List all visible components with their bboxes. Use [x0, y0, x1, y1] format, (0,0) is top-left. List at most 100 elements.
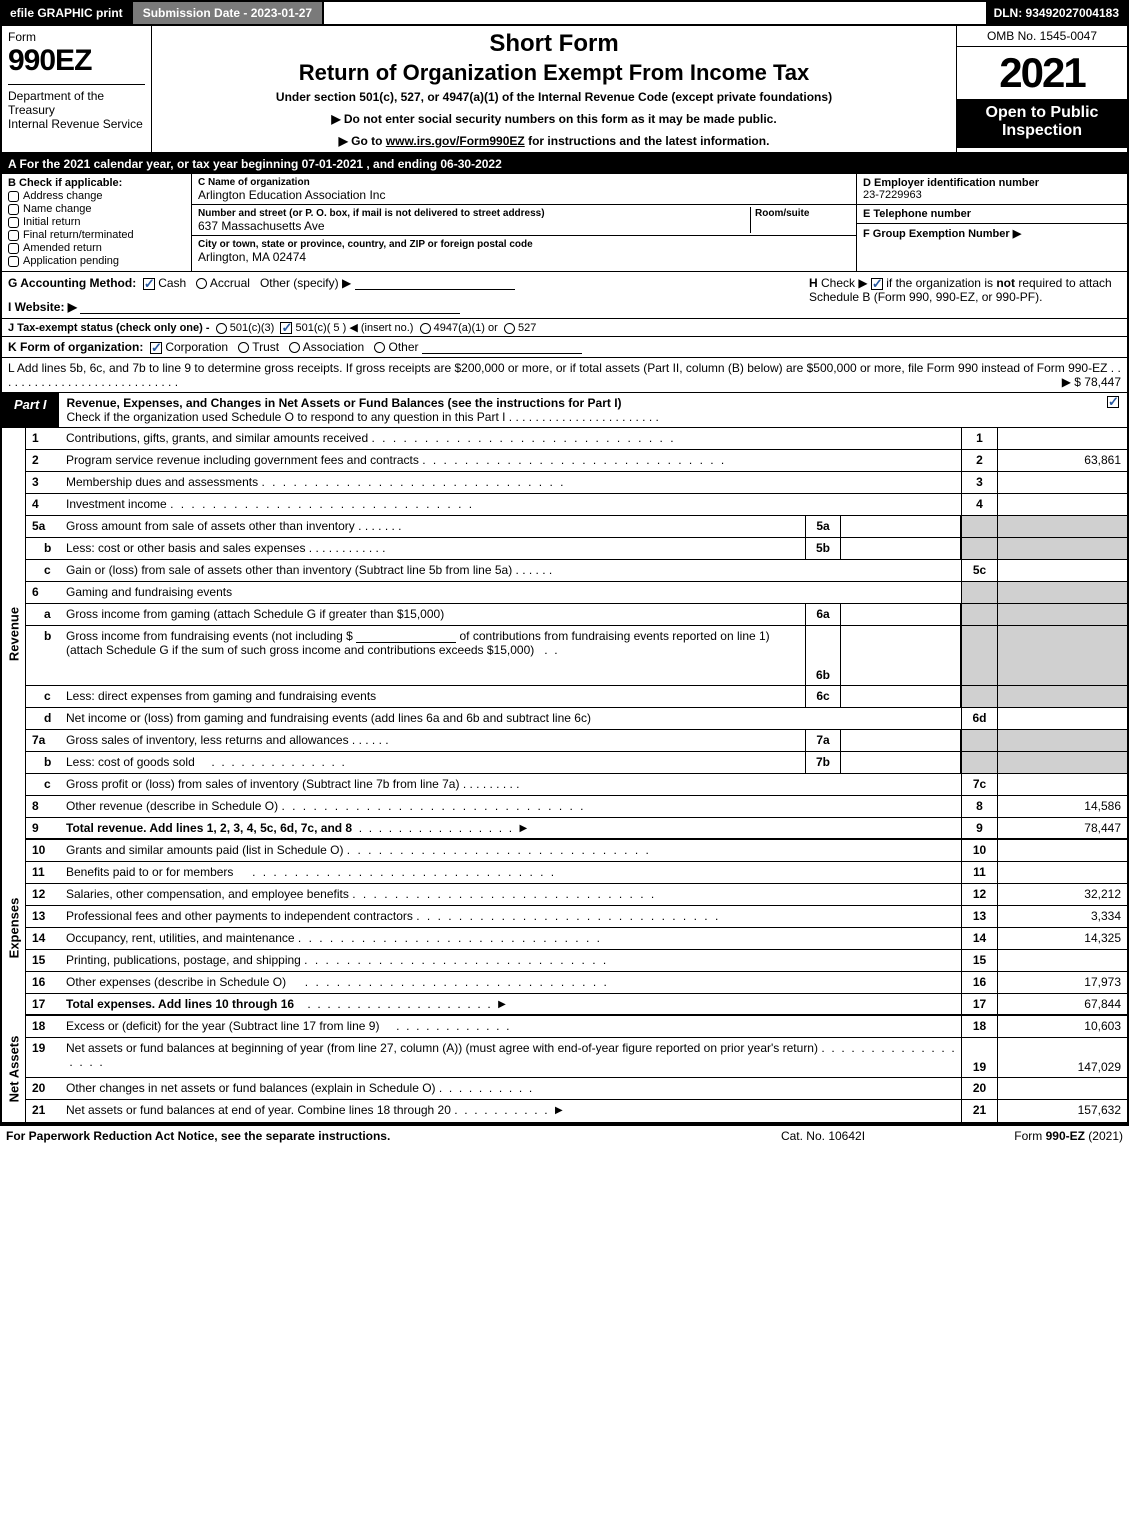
line-5a-num: 5a: [26, 516, 66, 537]
line-19-rn: 19: [961, 1038, 997, 1077]
line-12-val: 32,212: [997, 884, 1127, 905]
line-7c-rn: 7c: [961, 774, 997, 795]
chk-amended-return[interactable]: Amended return: [8, 242, 185, 254]
efile-print-label[interactable]: efile GRAPHIC print: [2, 2, 131, 24]
box-c-street-row: Number and street (or P. O. box, if mail…: [192, 205, 856, 236]
department-label: Department of the Treasury Internal Reve…: [8, 84, 145, 131]
radio-527[interactable]: [504, 323, 515, 334]
checkbox-schedule-o[interactable]: [1107, 396, 1119, 408]
checkbox-corp[interactable]: [150, 342, 162, 354]
chk-application-pending[interactable]: Application pending: [8, 255, 185, 267]
line-12-rn: 12: [961, 884, 997, 905]
part-1-text: Revenue, Expenses, and Changes in Net As…: [59, 393, 1127, 427]
line-7a-rn: [961, 730, 997, 751]
org-street: 637 Massachusetts Ave: [198, 219, 325, 233]
line-20: 20 Other changes in net assets or fund b…: [26, 1078, 1127, 1100]
line-5b-mval: [841, 538, 961, 559]
line-6-rv: [997, 582, 1127, 603]
form-number: 990EZ: [8, 44, 145, 78]
short-form-title: Short Form: [158, 30, 950, 58]
line-7b-num: b: [26, 752, 66, 773]
side-label-expenses: Expenses: [2, 840, 26, 1016]
arrow-right-icon: [494, 997, 506, 1011]
checkbox-icon: [8, 256, 19, 267]
line-1-desc: Contributions, gifts, grants, and simila…: [66, 428, 961, 449]
line-11-rn: 11: [961, 862, 997, 883]
chk-label-pending: Application pending: [23, 255, 119, 267]
line-6b-mini: 6b: [805, 626, 841, 685]
opt-assoc: Association: [303, 340, 364, 354]
irs-link[interactable]: www.irs.gov/Form990EZ: [386, 134, 525, 148]
radio-501c3[interactable]: [216, 323, 227, 334]
line-6c: c Less: direct expenses from gaming and …: [26, 686, 1127, 708]
side-label-revenue: Revenue: [2, 428, 26, 840]
line-6a-num: a: [26, 604, 66, 625]
line-19-val: 147,029: [997, 1038, 1127, 1077]
open-to-public-label: Open to Public Inspection: [957, 100, 1127, 148]
website-blank[interactable]: [80, 300, 460, 314]
line-6d: d Net income or (loss) from gaming and f…: [26, 708, 1127, 730]
netassets-grid: Net Assets 18 Excess or (deficit) for th…: [0, 1016, 1129, 1124]
line-5c-rn: 5c: [961, 560, 997, 581]
radio-accrual[interactable]: [196, 278, 207, 289]
form-word: Form: [8, 30, 145, 44]
line-19-desc: Net assets or fund balances at beginning…: [66, 1038, 961, 1077]
line-12-num: 12: [26, 884, 66, 905]
line-11-num: 11: [26, 862, 66, 883]
line-13-desc: Professional fees and other payments to …: [66, 906, 961, 927]
line-14-val: 14,325: [997, 928, 1127, 949]
line-6c-rv: [997, 686, 1127, 707]
line-17: 17 Total expenses. Add lines 10 through …: [26, 994, 1127, 1016]
checkbox-schedule-b[interactable]: [871, 278, 883, 290]
line-2-val: 63,861: [997, 450, 1127, 471]
footer-right-pre: Form: [1014, 1129, 1045, 1143]
line-6b-blank[interactable]: [356, 629, 456, 643]
line-10-desc: Grants and similar amounts paid (list in…: [66, 840, 961, 861]
line-7b-mval: [841, 752, 961, 773]
line-5b-rn: [961, 538, 997, 559]
line-6a-desc: Gross income from gaming (attach Schedul…: [66, 604, 805, 625]
line-17-desc: Total expenses. Add lines 10 through 16 …: [66, 994, 961, 1014]
radio-assoc[interactable]: [289, 342, 300, 353]
other-specify-blank[interactable]: [355, 276, 515, 290]
line-8-val: 14,586: [997, 796, 1127, 817]
chk-initial-return[interactable]: Initial return: [8, 216, 185, 228]
radio-other[interactable]: [374, 342, 385, 353]
arrow-right-icon: [551, 1103, 563, 1117]
checkbox-cash[interactable]: [143, 278, 155, 290]
box-c-name-row: C Name of organization Arlington Educati…: [192, 174, 856, 205]
chk-final-return[interactable]: Final return/terminated: [8, 229, 185, 241]
opt-other: Other: [389, 340, 419, 354]
line-6b-mval: [841, 626, 961, 685]
radio-4947[interactable]: [420, 323, 431, 334]
line-3-desc: Membership dues and assessments: [66, 472, 961, 493]
expenses-rows: 10 Grants and similar amounts paid (list…: [26, 840, 1127, 1016]
line-7a-rv: [997, 730, 1127, 751]
box-e-label: E Telephone number: [863, 208, 1121, 220]
line-13-rn: 13: [961, 906, 997, 927]
line-5a-rn: [961, 516, 997, 537]
line-6c-num: c: [26, 686, 66, 707]
other-org-blank[interactable]: [422, 340, 582, 354]
line-12-desc: Salaries, other compensation, and employ…: [66, 884, 961, 905]
box-f-label: F Group Exemption Number ▶: [863, 227, 1121, 240]
line-6c-mval: [841, 686, 961, 707]
line-5a-mval: [841, 516, 961, 537]
chk-address-change[interactable]: Address change: [8, 190, 185, 202]
radio-trust[interactable]: [238, 342, 249, 353]
chk-label-name: Name change: [23, 203, 92, 215]
box-l-text: L Add lines 5b, 6c, and 7b to line 9 to …: [8, 361, 1107, 375]
box-c-city-label: City or town, state or province, country…: [198, 239, 533, 250]
line-19-num: 19: [26, 1038, 66, 1077]
boxes-def: D Employer identification number 23-7229…: [857, 174, 1127, 271]
box-b: B Check if applicable: Address change Na…: [2, 174, 192, 271]
checkbox-501c[interactable]: [280, 322, 292, 334]
chk-name-change[interactable]: Name change: [8, 203, 185, 215]
line-12: 12 Salaries, other compensation, and emp…: [26, 884, 1127, 906]
box-g-cash: Cash: [158, 276, 186, 290]
line-6b-rn: [961, 626, 997, 685]
line-1-rn: 1: [961, 428, 997, 449]
line-14-rn: 14: [961, 928, 997, 949]
line-6d-desc: Net income or (loss) from gaming and fun…: [66, 708, 961, 729]
expenses-grid: Expenses 10 Grants and similar amounts p…: [0, 840, 1129, 1016]
